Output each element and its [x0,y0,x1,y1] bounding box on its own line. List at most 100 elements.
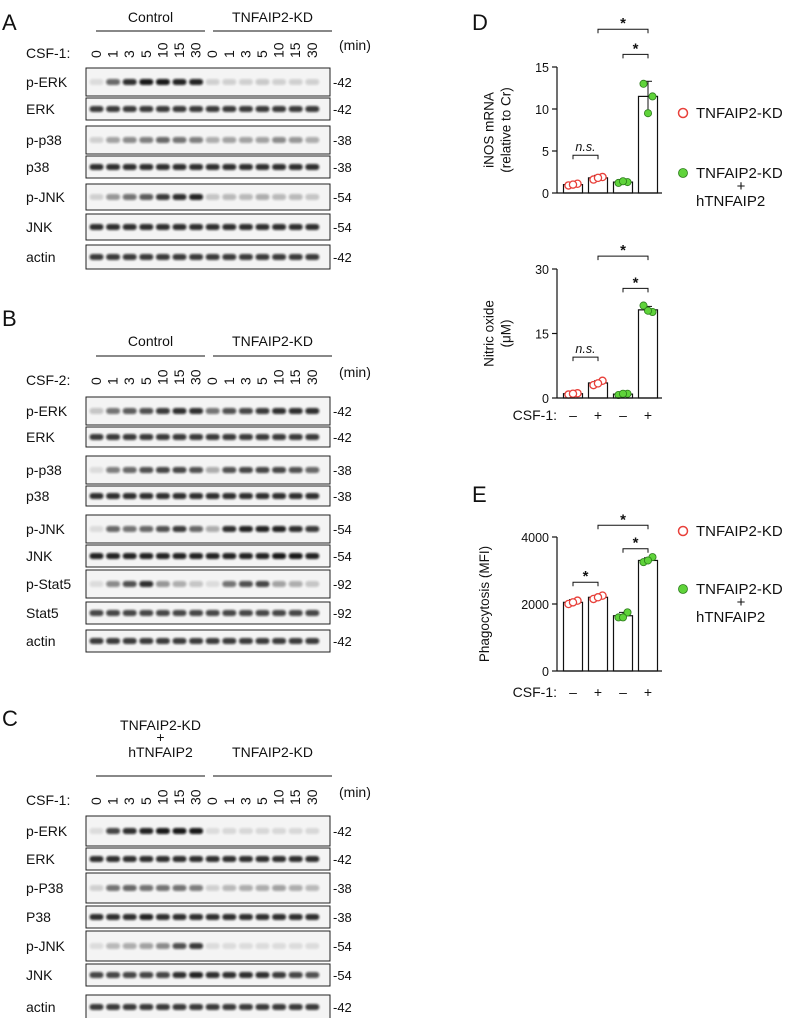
blot-band [89,194,104,200]
blot-band [106,408,121,414]
timepoint-label: 30 [188,369,204,385]
blot-band [106,610,121,616]
y-tick-label: 0 [542,187,549,201]
blot-band [139,254,154,260]
blot-band [172,137,187,143]
blot-band [305,638,320,644]
blot-label: actin [26,633,56,649]
blot-band [205,254,220,260]
blot-band [89,467,104,473]
significance-label: * [633,535,639,552]
molecular-weight-label: -38 [333,463,352,478]
bar [637,559,659,672]
timepoint-label: 5 [138,50,154,58]
legend-label-rescue-1: TNFAIP2-KD [696,165,783,182]
blot-band [255,164,270,170]
molecular-weight-label: -54 [333,549,352,564]
blot-band [288,467,303,473]
molecular-weight-label: -38 [333,910,352,925]
blot-strip: p-JNK -54 [26,930,352,962]
blot-label: p-ERK [26,823,68,839]
bar-chart-2: 0 15 30 Nitric oxide (μM) n.s. * * [482,242,662,406]
blot-band [255,493,270,499]
data-point [619,613,628,622]
blot-band [172,194,187,200]
blot-band [288,638,303,644]
blot-band [172,610,187,616]
legend-label-rescue-plus: + [737,594,746,611]
blot-band [139,434,154,440]
blot-band [122,856,137,862]
data-point [644,556,653,565]
blot-band [189,943,204,949]
blot-band [89,610,104,616]
blot-band [205,526,220,532]
blot-band [189,254,204,260]
timepoint-label: 0 [204,377,220,385]
blot-band [172,581,187,587]
data-point [639,301,648,310]
blot-band [288,106,303,112]
blot-band [222,638,237,644]
blot-band [155,137,170,143]
blot-band [172,856,187,862]
blot-band [222,194,237,200]
blot-band [139,224,154,230]
blot-band [89,943,104,949]
y-axis-title-line: (relative to Cr) [499,87,514,173]
blot-band [222,493,237,499]
y-tick-label: 0 [542,665,549,679]
blot-band [139,581,154,587]
data-point [619,389,628,398]
blot-band [122,493,137,499]
blot-band [155,914,170,920]
blot-band [288,434,303,440]
molecular-weight-label: -92 [333,606,352,621]
blot-band [122,224,137,230]
blot-band [106,856,121,862]
significance-label: n.s. [575,342,595,356]
blot-band [122,408,137,414]
blot-band [288,526,303,532]
timepoint-label: 3 [121,377,137,385]
blot-band [172,553,187,559]
panel-letter-a: A [2,10,17,35]
blot-band [172,943,187,949]
blot-band [272,581,287,587]
blot-band [189,434,204,440]
blot-band [238,164,253,170]
blot-band [89,526,104,532]
blot-band [122,137,137,143]
blot-band [272,553,287,559]
blot-band [238,972,253,978]
timepoint-label: 10 [154,369,170,385]
legend-label-rescue-1: TNFAIP2-KD [696,581,783,598]
data-point [593,173,603,183]
blot-band [139,526,154,532]
blot-band [222,553,237,559]
blot-band [272,194,287,200]
blot-band [222,885,237,891]
timepoint-label: 5 [254,50,270,58]
significance-bracket [597,255,649,261]
blot-label: p-ERK [26,403,68,419]
data-point [623,608,632,617]
blot-band [305,526,320,532]
blot-band [89,408,104,414]
blot-band [155,943,170,949]
molecular-weight-label: -42 [333,404,352,419]
molecular-weight-label: -54 [333,190,352,205]
blot-band [189,914,204,920]
blot-label: ERK [26,429,55,445]
blot-band [106,1004,121,1010]
blot-band [288,610,303,616]
y-tick-label: 10 [535,103,549,117]
timepoint-label: 5 [138,797,154,805]
blot-band [106,434,121,440]
blot-band [139,79,154,85]
molecular-weight-label: -38 [333,133,352,148]
blot-band [272,526,287,532]
x-tick-label: + [594,407,602,423]
group-label-line1: TNFAIP2-KD [120,717,201,733]
blot-band [288,972,303,978]
